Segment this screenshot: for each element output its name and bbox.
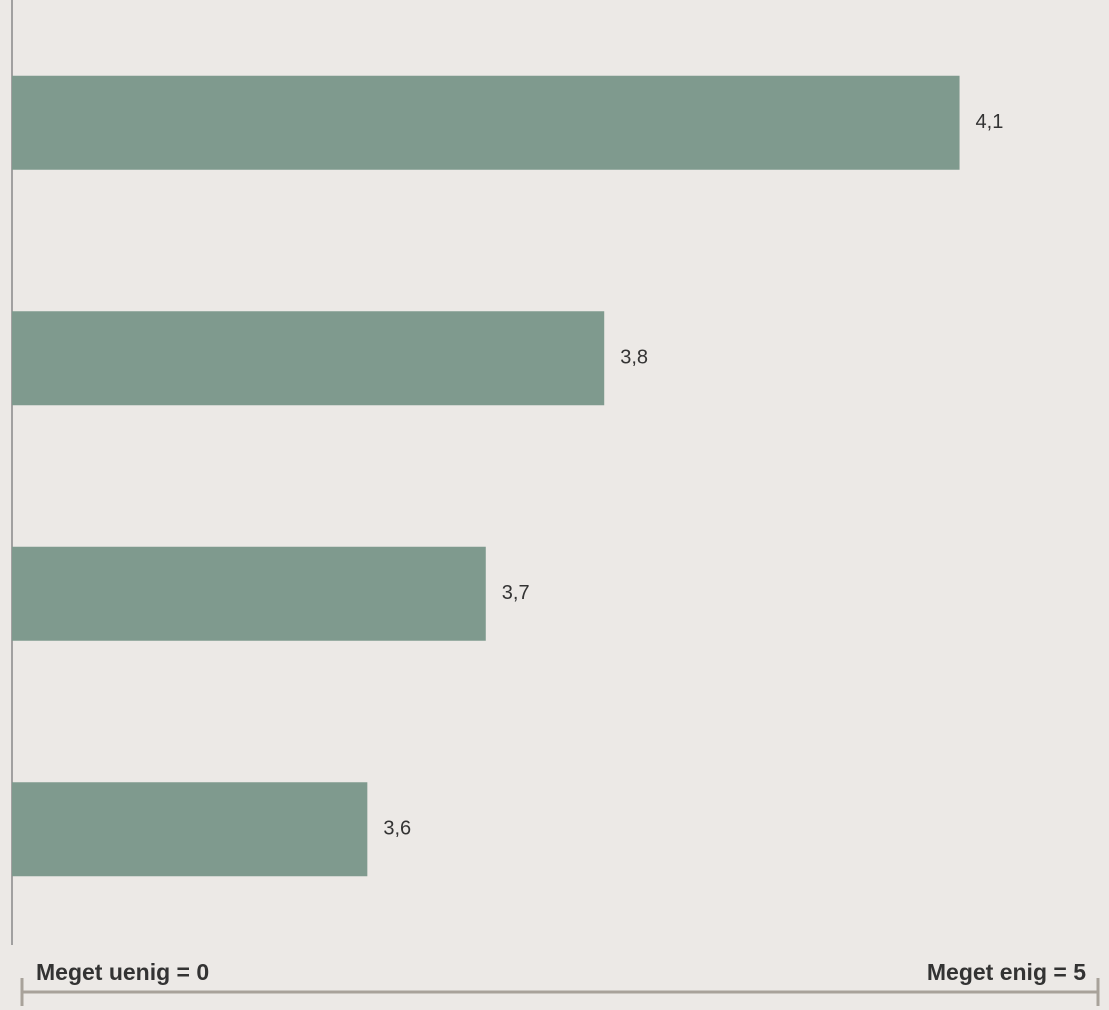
value-label: 3,8 xyxy=(620,347,648,369)
annotation: Meget uenig = 0 xyxy=(36,959,209,985)
value-label: 4,1 xyxy=(976,111,1004,133)
bar xyxy=(12,546,486,641)
scale-bracket xyxy=(20,978,1100,1006)
value-label: 3,7 xyxy=(502,582,530,604)
bar xyxy=(12,311,605,406)
bar xyxy=(12,782,368,877)
value-label: 3,6 xyxy=(383,818,411,840)
bar xyxy=(12,75,960,170)
annotation: Meget enig = 5 xyxy=(927,959,1086,985)
